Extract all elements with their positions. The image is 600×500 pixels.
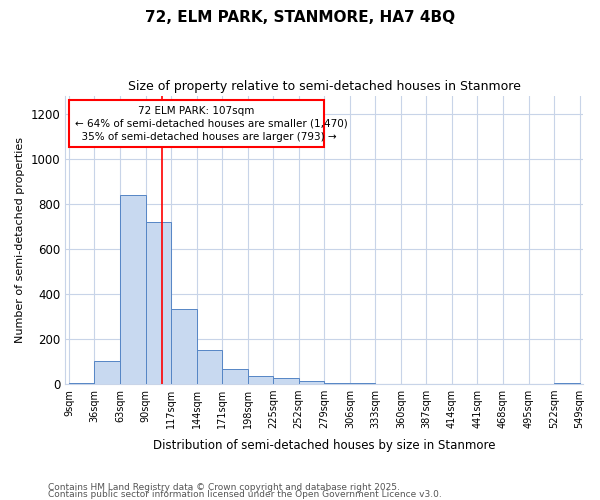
Bar — [69, 100, 324, 148]
Bar — [273, 378, 299, 384]
Text: ← 64% of semi-detached houses are smaller (1,470): ← 64% of semi-detached houses are smalle… — [74, 119, 347, 129]
Bar — [554, 383, 580, 384]
Bar — [197, 350, 222, 384]
Bar — [146, 222, 171, 384]
X-axis label: Distribution of semi-detached houses by size in Stanmore: Distribution of semi-detached houses by … — [153, 440, 496, 452]
Text: Contains public sector information licensed under the Open Government Licence v3: Contains public sector information licen… — [48, 490, 442, 499]
Bar — [120, 194, 146, 384]
Text: 35% of semi-detached houses are larger (793) →: 35% of semi-detached houses are larger (… — [74, 132, 336, 142]
Bar — [299, 380, 324, 384]
Text: 72, ELM PARK, STANMORE, HA7 4BQ: 72, ELM PARK, STANMORE, HA7 4BQ — [145, 10, 455, 25]
Bar — [222, 370, 248, 384]
Title: Size of property relative to semi-detached houses in Stanmore: Size of property relative to semi-detach… — [128, 80, 521, 93]
Text: Contains HM Land Registry data © Crown copyright and database right 2025.: Contains HM Land Registry data © Crown c… — [48, 484, 400, 492]
Y-axis label: Number of semi-detached properties: Number of semi-detached properties — [15, 137, 25, 343]
Text: 72 ELM PARK: 107sqm: 72 ELM PARK: 107sqm — [139, 106, 255, 117]
Bar — [171, 308, 197, 384]
Bar — [94, 362, 120, 384]
Bar — [69, 383, 94, 384]
Bar — [248, 376, 273, 384]
Bar — [324, 383, 350, 384]
